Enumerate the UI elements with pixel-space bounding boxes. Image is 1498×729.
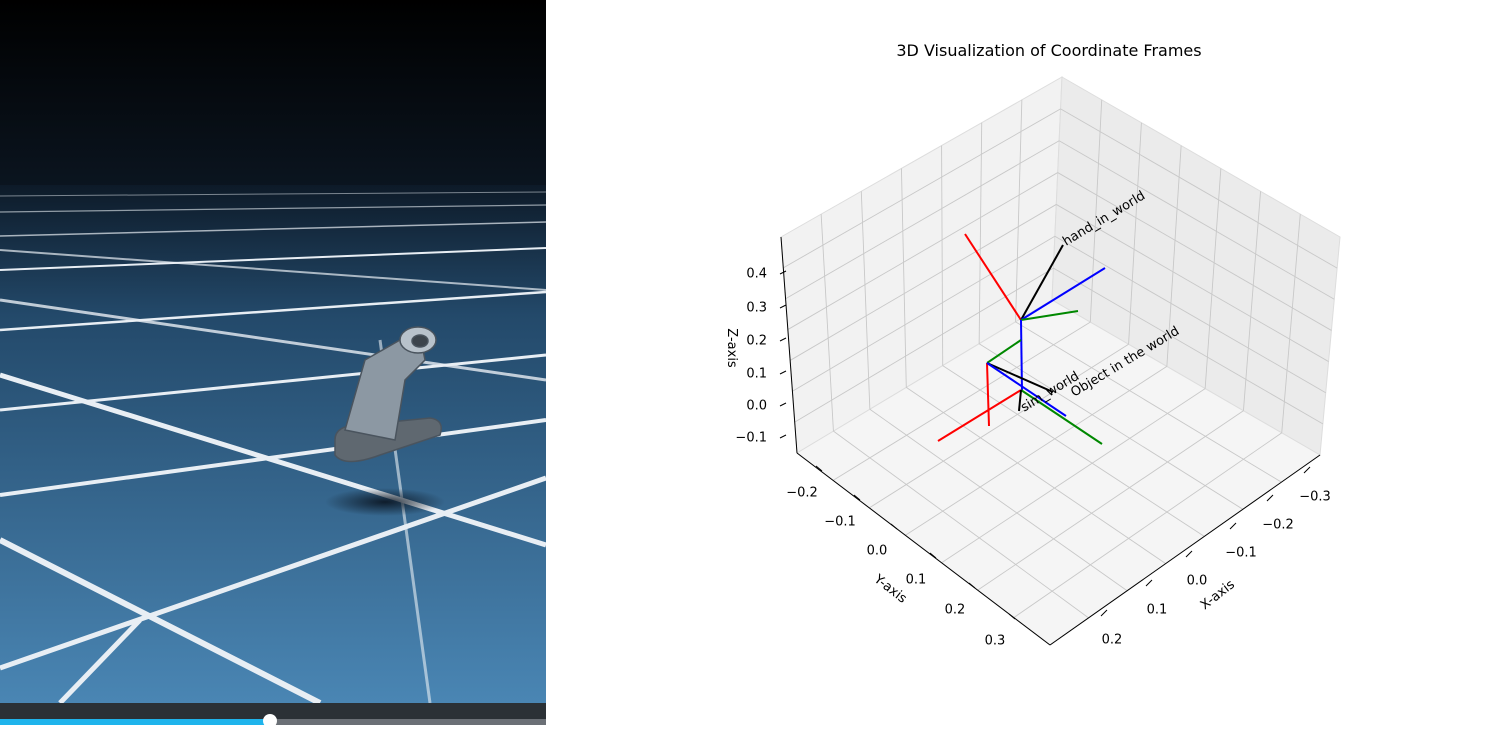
grid-line	[1058, 140, 1335, 300]
grid-line	[1089, 99, 1103, 323]
x-tick-label: −0.3	[1299, 490, 1331, 505]
x-tick-label: −0.1	[1225, 546, 1257, 561]
z-tick-label: 0.3	[746, 301, 767, 316]
y-tick-label: 0.0	[867, 544, 888, 559]
z-tick-label: −0.1	[735, 431, 767, 446]
grid-line	[978, 122, 983, 344]
grid-line	[820, 214, 834, 432]
x-tick	[1185, 550, 1193, 558]
grid-line	[787, 172, 1058, 330]
y-axis-label: Y-axis	[870, 571, 909, 606]
y-tick	[815, 465, 823, 472]
axis-lines	[780, 236, 1321, 646]
grid-line	[833, 430, 1089, 619]
z-tick-label: 0.1	[746, 367, 767, 382]
grid-line	[1057, 172, 1332, 331]
z-tick	[779, 434, 787, 439]
grid-line	[1053, 267, 1324, 425]
grid-line	[1204, 168, 1222, 389]
y-tick	[890, 523, 898, 530]
z-tick	[779, 304, 787, 309]
z-axis-label: Z-axis	[724, 328, 739, 368]
y-tick	[1008, 613, 1016, 620]
grid-line	[942, 365, 1205, 537]
video-panel[interactable]	[0, 0, 546, 705]
z-tick	[779, 370, 787, 375]
z-tick	[779, 270, 787, 275]
sky	[0, 0, 546, 190]
grid-line	[794, 267, 1054, 423]
x-tick-label: −0.2	[1262, 518, 1294, 533]
y-tick-label: 0.2	[945, 603, 966, 618]
z-tick-label: 0.0	[746, 399, 767, 414]
grid-line	[978, 343, 1244, 510]
plot-title: 3D Visualization of Coordinate Frames	[896, 41, 1201, 60]
x-tick-label: 0.2	[1102, 633, 1123, 648]
grid-line	[905, 366, 1168, 536]
z-tick	[779, 337, 787, 342]
grid-line	[906, 387, 1166, 564]
x-tick	[1145, 579, 1153, 587]
progress-fill	[0, 719, 270, 725]
grid-line	[785, 140, 1060, 300]
z-tick-label: 0.4	[746, 267, 767, 282]
grid-line	[1060, 108, 1338, 269]
z-tick	[779, 402, 787, 407]
grid-line	[792, 235, 1056, 392]
grid-line	[832, 321, 1091, 481]
y-tick-label: 0.1	[906, 573, 927, 588]
grid-line	[1128, 122, 1142, 345]
plot-3d: 3D Visualization of Coordinate Frames ha…	[724, 41, 1341, 649]
y-tick-label: −0.2	[786, 486, 818, 501]
x-tick	[1229, 522, 1237, 530]
grid-line	[869, 343, 1129, 509]
grid-line	[860, 191, 871, 410]
pane-grid	[783, 99, 1338, 619]
frames	[937, 233, 1106, 445]
grid-line	[941, 145, 944, 366]
robot-hand	[334, 326, 442, 463]
y-tick	[853, 494, 861, 501]
x-tick-label: 0.0	[1187, 574, 1208, 589]
y-tick	[968, 582, 976, 589]
grid-line	[1054, 235, 1326, 394]
z-tick-label: 0.2	[746, 334, 767, 349]
grid-line	[1166, 145, 1182, 367]
grid-line	[941, 388, 1206, 564]
floor-grid	[0, 191, 546, 703]
grid-line	[1015, 321, 1282, 483]
grid-line	[900, 168, 907, 388]
grid-line	[977, 410, 1244, 591]
grid-line	[869, 408, 1128, 592]
x-tick	[1100, 609, 1108, 617]
floor	[0, 185, 546, 703]
video-controls	[0, 703, 546, 728]
grid-line	[1242, 191, 1262, 411]
grid-line	[783, 108, 1061, 269]
grid-line	[1013, 432, 1282, 618]
y-tick-label: 0.3	[985, 634, 1006, 649]
x-tick-label: 0.1	[1147, 603, 1168, 618]
x-tick	[1303, 466, 1311, 474]
grid-line	[1015, 99, 1023, 322]
grid-line	[1056, 204, 1329, 362]
shadow	[325, 488, 445, 516]
grid-line	[789, 204, 1057, 361]
grid-line	[1281, 214, 1301, 433]
x-tick	[1266, 494, 1274, 502]
y-tick-label: −0.1	[824, 515, 856, 530]
y-tick	[929, 552, 937, 559]
